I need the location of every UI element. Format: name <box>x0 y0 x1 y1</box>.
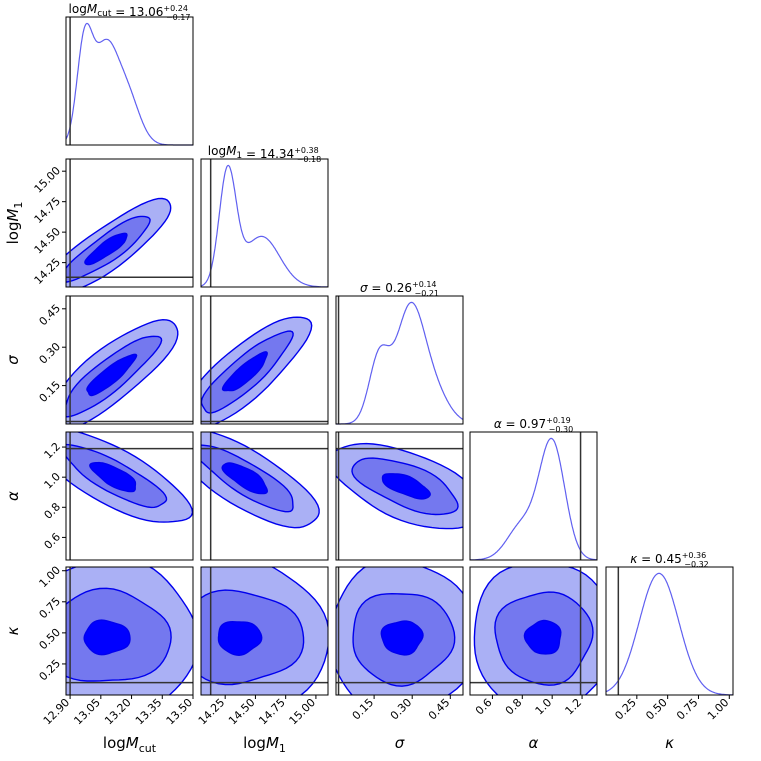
xtick-label-alpha: 0.6 <box>473 696 495 718</box>
panel-kappa-vs-alpha <box>469 566 598 696</box>
xtick-label-alpha: 1.2 <box>563 696 585 718</box>
contour-level-3 <box>380 620 424 656</box>
frame-logMcut <box>65 16 194 146</box>
xtick-label-kappa: 0.25 <box>612 696 639 723</box>
ytick-label-kappa: 0.50 <box>37 626 64 653</box>
title-logMcut: logMcut = 13.06+0.24 −0.17 <box>69 2 191 22</box>
xtick-label-logM1: 14.50 <box>226 696 257 727</box>
title-alpha: α = 0.97+0.19 −0.30 <box>494 416 573 434</box>
ylabel-logM1: logM1 <box>4 202 25 245</box>
diag-panel-sigma: σ = 0.26+0.14 −0.21 <box>335 280 464 425</box>
panel-alpha-vs-logM1 <box>200 431 329 561</box>
ylabel-alpha: α <box>4 491 22 501</box>
ytick-label-alpha: 1.2 <box>42 440 64 462</box>
frame <box>335 566 464 696</box>
ytick-label-kappa: 0.75 <box>37 595 64 622</box>
contour-level-3 <box>86 353 138 397</box>
frame <box>65 295 194 425</box>
panel-alpha-vs-logMcut <box>65 431 194 561</box>
contour-level-3 <box>89 461 137 493</box>
xtick-label-logM1: 14.75 <box>256 696 287 727</box>
xtick-label-sigma: 0.30 <box>388 696 415 723</box>
contour-level-3 <box>221 351 268 392</box>
xtick-label-logMcut: 13.05 <box>71 696 102 727</box>
xlabel-logMcut: logMcut <box>103 734 157 755</box>
ylabel-kappa: κ <box>4 626 22 635</box>
title-sigma: σ = 0.26+0.14 −0.21 <box>360 280 439 298</box>
ytick-label-alpha: 1.0 <box>42 470 64 492</box>
xtick-label-logMcut: 13.20 <box>102 696 133 727</box>
frame <box>335 431 464 561</box>
contour-level-3 <box>83 619 131 656</box>
xtick-label-kappa: 1.00 <box>705 696 732 723</box>
ytick-label-alpha: 0.8 <box>42 500 64 522</box>
frame-kappa <box>605 566 734 696</box>
xtick-label-sigma: 0.15 <box>350 696 377 723</box>
diag-panel-kappa: κ = 0.45+0.36 −0.32 <box>605 551 734 696</box>
xlabel-logM1: logM1 <box>243 734 286 755</box>
title-logM1: logM1 = 14.34+0.38 −0.18 <box>208 144 321 164</box>
ytick-label-logM1: 14.75 <box>32 195 63 226</box>
hist-line-alpha <box>470 437 598 561</box>
hist-line-sigma <box>336 301 464 425</box>
xtick-label-kappa: 0.50 <box>643 696 670 723</box>
ytick-label-sigma: 0.45 <box>37 302 64 329</box>
xtick-label-sigma: 0.45 <box>426 696 453 723</box>
panel-kappa-vs-sigma <box>335 566 464 696</box>
contour-level-3 <box>84 232 128 266</box>
ylabel-sigma: σ <box>4 355 22 365</box>
ytick-label-sigma: 0.15 <box>37 379 64 406</box>
hist-line-logMcut <box>65 22 193 146</box>
panel-sigma-vs-logMcut <box>65 295 194 425</box>
frame <box>65 431 194 561</box>
xtick-label-alpha: 1.0 <box>533 696 555 718</box>
diag-panel-logM1: logM1 = 14.34+0.38 −0.18 <box>200 144 329 288</box>
ytick-label-kappa: 0.25 <box>37 657 64 684</box>
frame-logM1 <box>200 158 329 288</box>
panel-kappa-vs-logMcut <box>65 566 194 696</box>
xtick-label-kappa: 0.75 <box>674 696 701 723</box>
title-kappa: κ = 0.45+0.36 −0.32 <box>630 551 709 569</box>
panel-sigma-vs-logM1 <box>200 295 329 425</box>
ytick-label-kappa: 1.00 <box>37 564 64 591</box>
xtick-label-logMcut: 12.90 <box>41 696 72 727</box>
xlabel-kappa: κ <box>665 734 674 752</box>
frame <box>200 431 329 561</box>
frame <box>200 566 329 696</box>
frame-sigma <box>335 295 464 425</box>
frame <box>65 566 194 696</box>
xtick-label-logMcut: 13.35 <box>133 696 164 727</box>
contour-level-3 <box>381 473 431 500</box>
ytick-label-sigma: 0.30 <box>37 340 64 367</box>
frame <box>65 158 194 288</box>
frame-alpha <box>469 431 598 561</box>
frame <box>200 295 329 425</box>
contour-level-3 <box>221 462 269 495</box>
hist-line-logM1 <box>200 164 328 288</box>
xtick-label-alpha: 0.8 <box>503 696 525 718</box>
xtick-label-logMcut: 13.50 <box>164 696 195 727</box>
contour-level-3 <box>523 619 562 655</box>
ytick-label-logM1: 15.00 <box>32 164 63 195</box>
hist-line-kappa <box>605 572 733 696</box>
xtick-label-logM1: 15.00 <box>287 696 318 727</box>
frame <box>469 566 598 696</box>
ytick-label-logM1: 14.25 <box>32 256 63 287</box>
diag-panel-logMcut: logMcut = 13.06+0.24 −0.17 <box>65 2 194 146</box>
xtick-label-logM1: 14.25 <box>196 696 227 727</box>
panel-logM1-vs-logMcut <box>65 158 194 288</box>
panel-alpha-vs-sigma <box>335 431 464 561</box>
ytick-label-alpha: 0.6 <box>42 530 64 552</box>
contour-level-3 <box>217 620 263 657</box>
xlabel-alpha: α <box>529 734 539 752</box>
ytick-label-logM1: 14.50 <box>32 225 63 256</box>
diag-panel-alpha: α = 0.97+0.19 −0.30 <box>469 416 598 561</box>
xlabel-sigma: σ <box>395 734 405 752</box>
panel-kappa-vs-logM1 <box>200 566 329 696</box>
